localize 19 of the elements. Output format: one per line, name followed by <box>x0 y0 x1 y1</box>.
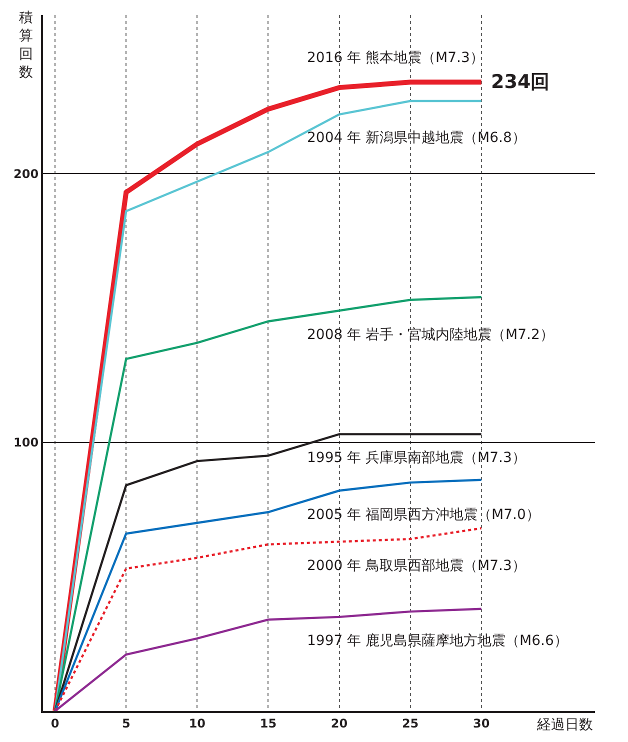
series-label: 2008 年 岩手・宮城内陸地震（M7.2） <box>307 327 554 343</box>
data-label: 234回 <box>491 71 550 93</box>
x-axis-title: 経過日数 <box>536 717 593 733</box>
x-tick-label: 15 <box>260 716 277 730</box>
x-tick-label: 5 <box>122 716 130 730</box>
series-label: 2005 年 福岡県西方沖地震（M7.0） <box>307 507 540 523</box>
series-label: 1997 年 鹿児島県薩摩地方地震（M6.6） <box>307 633 568 649</box>
series-label: 2000 年 鳥取県西部地震（M7.3） <box>307 558 526 574</box>
series-label: 2016 年 熊本地震（M7.3） <box>307 50 484 66</box>
y-tick-label: 200 <box>14 166 39 181</box>
x-tick-label: 0 <box>50 716 60 730</box>
series-label: 2004 年 新潟県中越地震（M6.8） <box>307 130 526 146</box>
x-tick-label: 25 <box>402 716 419 730</box>
y-tick-label: 100 <box>14 435 39 450</box>
series-label: 1995 年 兵庫県南部地震（M7.3） <box>307 450 526 466</box>
y-axis-title: 積算回数 <box>19 10 33 81</box>
x-tick-label: 10 <box>188 716 206 730</box>
x-tick-label: 20 <box>330 716 348 730</box>
x-tick-label: 30 <box>472 716 490 730</box>
